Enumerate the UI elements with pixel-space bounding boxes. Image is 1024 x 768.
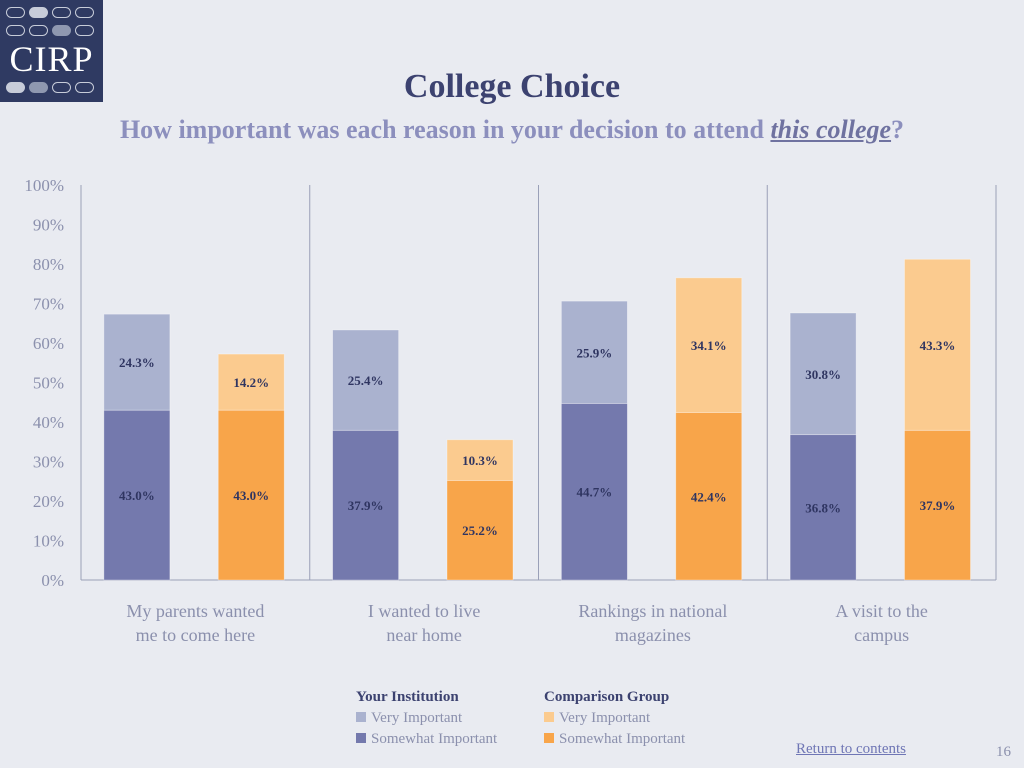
bar-segment [560,403,628,581]
category-label: A visit to the [835,601,928,621]
category-label: near home [386,625,461,645]
legend-swatch [356,712,366,722]
logo-pill [75,82,94,93]
data-label: 43.0% [233,488,269,503]
bar-segment [789,312,857,436]
data-label: 37.9% [920,498,956,513]
legend-institution-somewhat: Somewhat Important [356,731,497,748]
data-label: 25.2% [462,523,498,538]
bar-segment [103,409,171,581]
y-tick-label: 100% [24,176,64,195]
legend-institution-very: Very Important [356,710,462,727]
legend-label: Very Important [559,710,651,726]
category-label: My parents wanted [126,601,264,621]
data-label: 43.3% [920,338,956,353]
data-label: 24.3% [119,355,155,370]
data-label: 25.4% [348,373,384,388]
logo-pill [6,82,25,93]
legend-label: Somewhat Important [559,731,686,747]
legend-institution-title: Your Institution [356,689,459,705]
bar-segment [103,313,171,411]
data-label: 37.9% [348,498,384,513]
y-tick-label: 0% [41,571,64,590]
category-label: me to come here [136,625,255,645]
subtitle-text: How important was each reason in your de… [119,115,771,144]
data-label: 43.0% [119,488,155,503]
y-tick-label: 50% [33,374,64,393]
category-label: campus [854,625,909,645]
page-subtitle: How important was each reason in your de… [0,115,1024,145]
data-label: 10.3% [462,453,498,468]
legend-label: Somewhat Important [371,731,498,747]
category-label: I wanted to live [368,601,480,621]
logo-pill [52,25,71,36]
bar-segment [904,429,971,581]
data-label: 34.1% [691,338,727,353]
legend-comparison-title: Comparison Group [544,689,670,705]
bar-segment [217,353,285,411]
bar-segment [904,258,971,431]
logo-pill [52,7,71,18]
stacked-bar-chart: 0% 10% 20% 30% 40% 50% 60% 70% 80% 90% 100% 43.0% 24… [24,176,997,645]
logo-text: CIRP [9,39,94,79]
data-label: 14.2% [233,375,269,390]
data-label: 30.8% [805,367,841,382]
legend-swatch [356,733,366,743]
bar-segment [446,480,514,581]
logo-pill [29,25,48,36]
category-label: magazines [615,625,691,645]
return-to-contents-link[interactable]: Return to contents [796,741,906,757]
bar-segment [789,434,857,581]
y-tick-label: 60% [33,334,64,353]
y-tick-label: 90% [33,216,64,235]
subtitle-emphasis: this college [770,115,892,144]
logo-pill [75,7,94,18]
y-tick-label: 40% [33,413,64,432]
category-label: Rankings in national [578,601,727,621]
y-tick-label: 70% [33,295,64,314]
logo-pill [6,25,25,36]
data-label: 44.7% [577,485,613,500]
data-label: 42.4% [691,489,727,504]
logo-pill [6,7,25,18]
page-title: College Choice [403,68,621,105]
data-label: 36.8% [805,500,841,515]
logo-pill [29,82,48,93]
logo-pill [52,82,71,93]
bar-segment [332,429,400,581]
logo-pill [75,25,94,36]
bar-segment [675,412,743,581]
legend-swatch [544,733,554,743]
legend-label: Very Important [371,710,463,726]
y-tick-label: 20% [33,492,64,511]
cirp-logo: CIRP [0,0,103,102]
subtitle-suffix: ? [891,115,905,144]
bar-segment [560,300,628,404]
data-label: 25.9% [577,345,613,360]
y-tick-label: 80% [33,255,64,274]
legend-swatch [544,712,554,722]
bar-segment [332,329,400,431]
legend-comparison-very: Very Important [544,710,650,727]
y-tick-label: 10% [33,532,64,551]
bar-segment [446,439,514,481]
y-tick-label: 30% [33,453,64,472]
bar-segment [675,277,743,413]
legend-comparison-somewhat: Somewhat Important [544,731,685,748]
logo-pill [29,7,48,18]
bar-segment [217,409,285,581]
page-number: 16 [996,744,1011,760]
